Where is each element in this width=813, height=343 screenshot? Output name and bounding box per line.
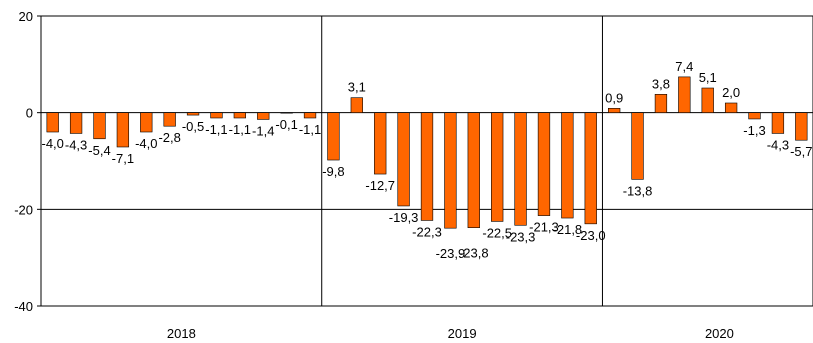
bar <box>748 112 761 120</box>
bar <box>795 112 808 141</box>
data-label: -23,9 <box>436 246 466 261</box>
data-label: 5,1 <box>699 70 717 85</box>
bar <box>771 112 785 134</box>
bar <box>93 112 106 140</box>
data-label: -4,0 <box>41 136 63 151</box>
bar <box>584 112 597 225</box>
data-label: 0,9 <box>605 90 623 105</box>
data-label: -1,1 <box>299 122 321 137</box>
bar <box>678 76 691 113</box>
bar <box>654 94 668 113</box>
data-label: -1,1 <box>205 122 227 137</box>
bar <box>210 112 223 119</box>
bar <box>69 112 83 134</box>
data-label: -21,3 <box>529 220 559 235</box>
data-label: -5,7 <box>790 144 812 159</box>
bar <box>350 97 363 113</box>
plot-frame <box>40 15 813 307</box>
x-group-label: 2019 <box>448 326 477 341</box>
bar <box>374 112 387 175</box>
bar <box>163 112 176 127</box>
y-tick-label: 20 <box>19 9 33 24</box>
data-label: -4,0 <box>135 136 157 151</box>
y-tick-label: -20 <box>14 202 33 217</box>
x-group-label: 2018 <box>167 326 196 341</box>
bar <box>280 112 293 114</box>
data-label: -4,3 <box>767 137 789 152</box>
y-tick-label: -40 <box>14 299 33 314</box>
bar <box>724 102 738 113</box>
bar-layer <box>46 76 808 229</box>
bar <box>701 87 714 113</box>
data-label: -4,3 <box>65 137 87 152</box>
bar <box>561 112 574 219</box>
bar <box>186 112 200 116</box>
data-label: -22,5 <box>482 225 512 240</box>
data-label: 7,4 <box>675 59 693 74</box>
y-tick-label: 0 <box>26 106 33 121</box>
bar <box>491 112 504 222</box>
data-label: -23,8 <box>459 246 489 261</box>
bar <box>514 112 527 226</box>
bar <box>444 112 457 229</box>
bar <box>420 112 434 221</box>
data-label: -1,1 <box>229 122 251 137</box>
data-label: -2,8 <box>158 130 180 145</box>
data-label: -1,4 <box>252 123 274 138</box>
bar <box>397 112 410 207</box>
data-label: -0,1 <box>275 117 297 132</box>
data-label: -5,4 <box>88 143 110 158</box>
data-label: 2,0 <box>722 85 740 100</box>
data-label: -9,8 <box>322 164 344 179</box>
label-layer: -4,0 -4,3 -5,4-7,1-4,0 -2,8-0,5 -1,1 -1,1 -1,4… <box>41 59 812 261</box>
data-label: 3,8 <box>652 76 670 91</box>
data-label: -19,3 <box>389 210 419 225</box>
data-label: -13,8 <box>623 183 653 198</box>
data-label: -22,3 <box>412 224 442 239</box>
data-label: -7,1 <box>112 151 134 166</box>
bar <box>233 112 246 119</box>
bar <box>327 112 340 161</box>
bar <box>537 112 551 216</box>
x-group-label: 2020 <box>705 326 734 341</box>
data-label: 3,1 <box>348 80 366 95</box>
data-label: -1,3 <box>743 123 765 138</box>
data-label: -23,3 <box>506 229 536 244</box>
axis-layer: 20 0 -20 -40 2018 2019 2020 <box>14 9 813 341</box>
bar <box>140 112 153 133</box>
bar <box>303 112 317 119</box>
bar <box>257 112 270 120</box>
data-label: -12,7 <box>365 178 395 193</box>
data-label: -23,0 <box>576 228 606 243</box>
bar <box>631 112 644 180</box>
bar <box>46 112 59 133</box>
data-label: -0,5 <box>182 119 204 134</box>
bar <box>467 112 480 228</box>
bar <box>116 112 130 148</box>
data-label: -21,8 <box>553 222 583 237</box>
bar <box>608 108 621 113</box>
